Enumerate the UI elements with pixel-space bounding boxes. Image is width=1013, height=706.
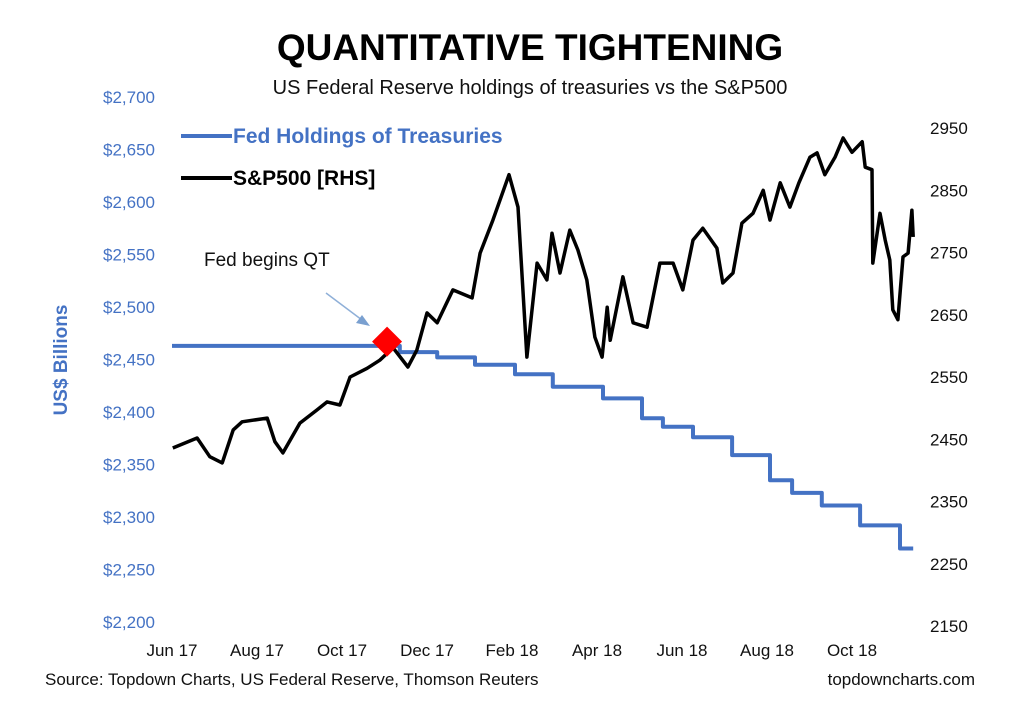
chart-subtitle: US Federal Reserve holdings of treasurie…: [273, 77, 788, 99]
legend-label-fed: Fed Holdings of Treasuries: [233, 125, 503, 148]
fed-holdings-line: [172, 343, 914, 551]
right-tick-label: 2550: [930, 368, 968, 387]
legend-label-sp500: S&P500 [RHS]: [233, 167, 375, 190]
left-tick-label: $2,200: [103, 613, 155, 632]
left-tick-label: $2,600: [103, 193, 155, 212]
right-tick-label: 2750: [930, 244, 968, 263]
source-note: Source: Topdown Charts, US Federal Reser…: [45, 670, 539, 689]
left-tick-label: $2,650: [103, 141, 155, 160]
x-tick-label: Jun 17: [146, 641, 197, 660]
qt-start-marker: [372, 326, 403, 357]
left-axis-ticks: $2,200 $2,250 $2,300 $2,350 $2,400 $2,450 $2,5…: [103, 88, 155, 632]
x-tick-label: Apr 18: [572, 641, 622, 660]
x-tick-label: Feb 18: [486, 641, 539, 660]
left-tick-label: $2,700: [103, 88, 155, 107]
sp500-line: [172, 136, 915, 465]
left-tick-label: $2,550: [103, 246, 155, 265]
left-tick-label: $2,300: [103, 508, 155, 527]
right-tick-label: 2650: [930, 306, 968, 325]
x-tick-label: Oct 18: [827, 641, 877, 660]
right-tick-label: 2850: [930, 181, 968, 200]
right-tick-label: 2150: [930, 617, 968, 636]
right-tick-label: 2250: [930, 555, 968, 574]
x-tick-label: Dec 17: [400, 641, 454, 660]
x-axis-ticks: Jun 17 Aug 17 Oct 17 Dec 17 Feb 18 Apr 18 Jun …: [146, 641, 877, 660]
x-tick-label: Aug 18: [740, 641, 794, 660]
annotation-arrow-icon: [325, 292, 370, 326]
y-axis-label: US$ Billions: [51, 305, 72, 416]
chart-title: QUANTITATIVE TIGHTENING: [277, 27, 783, 68]
left-tick-label: $2,400: [103, 403, 155, 422]
annotation-text: Fed begins QT: [204, 250, 330, 271]
left-tick-label: $2,450: [103, 351, 155, 370]
series-group: [172, 136, 915, 551]
right-tick-label: 2350: [930, 493, 968, 512]
right-axis-ticks: 2150 2250 2350 2450 2550 2650 2750 2850 2950: [930, 119, 968, 636]
x-tick-label: Jun 18: [656, 641, 707, 660]
left-tick-label: $2,500: [103, 298, 155, 317]
credit-note: topdowncharts.com: [828, 670, 975, 689]
x-tick-label: Aug 17: [230, 641, 284, 660]
left-tick-label: $2,350: [103, 456, 155, 475]
right-tick-label: 2950: [930, 119, 968, 138]
right-tick-label: 2450: [930, 430, 968, 449]
x-tick-label: Oct 17: [317, 641, 367, 660]
left-tick-label: $2,250: [103, 561, 155, 580]
